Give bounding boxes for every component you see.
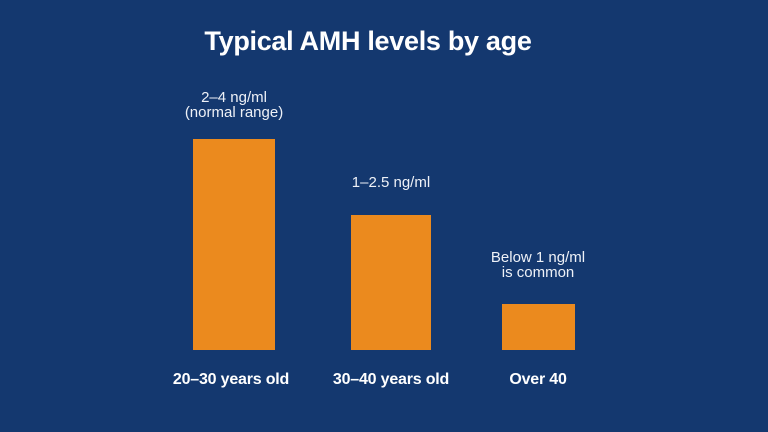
annotation-line: 1–2.5 ng/ml <box>351 174 431 191</box>
category-label-20-30: 20–30 years old <box>172 371 290 388</box>
chart-title: Typical AMH levels by age <box>204 26 532 56</box>
category-label-30-40: 30–40 years old <box>332 371 450 388</box>
bar-20-30-years <box>193 139 275 350</box>
bar-30-40-years <box>351 215 431 350</box>
bar-over-40 <box>502 304 575 350</box>
annotation-line: (normal range) <box>184 104 284 121</box>
bar-annotation-30-40: 1–2.5 ng/ml <box>291 175 491 190</box>
annotation-line: 2–4 ng/ml <box>201 89 267 106</box>
category-label-over-40: Over 40 <box>509 371 567 388</box>
bar-annotation-20-30: 2–4 ng/ml (normal range) <box>134 90 334 120</box>
annotation-line: Below 1 ng/ml <box>490 249 586 266</box>
bar-annotation-over-40: Below 1 ng/ml is common <box>438 250 638 280</box>
annotation-line: is common <box>501 264 575 281</box>
